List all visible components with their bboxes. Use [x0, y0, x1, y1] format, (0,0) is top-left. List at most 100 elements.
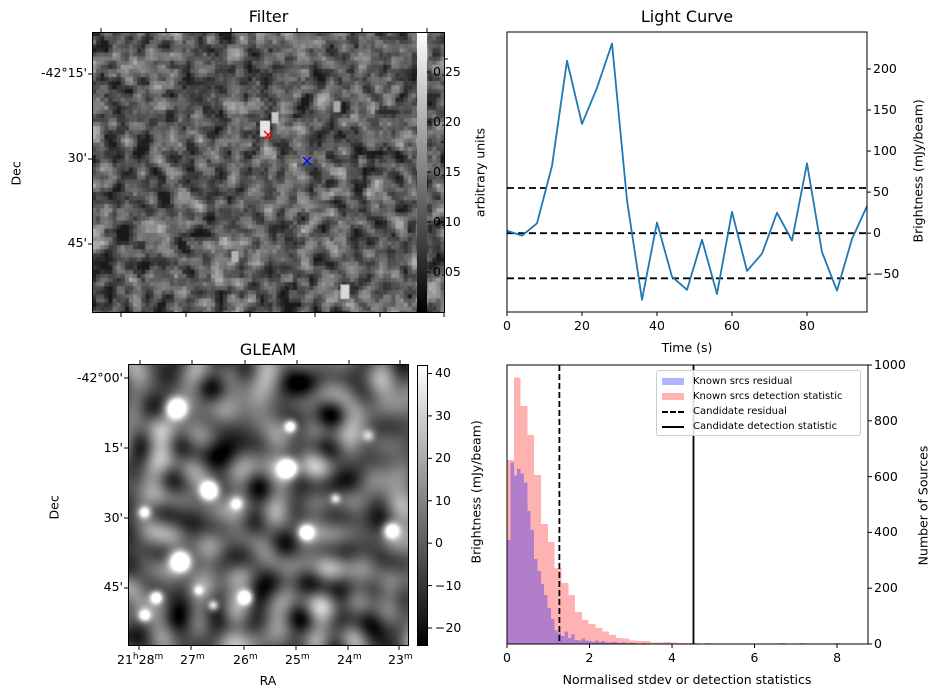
gleam-xtick-part: 25 — [285, 652, 301, 667]
legend-dashed-line — [662, 410, 684, 413]
residual-histogram-bar — [540, 584, 545, 644]
histogram-ytick-label: 0 — [874, 636, 882, 651]
filter-image-overlap — [427, 32, 445, 312]
residual-histogram-bar — [598, 642, 602, 644]
reference-marker-icon — [302, 156, 312, 166]
detection-histogram-bar — [649, 642, 657, 644]
gleam-colorbar-ticklabel: 0 — [435, 535, 443, 551]
detection-histogram-bar — [568, 594, 576, 644]
residual-histogram-bar — [530, 529, 535, 644]
gleam-image — [128, 365, 408, 645]
histogram-xtick-label: 8 — [833, 650, 842, 665]
detection-histogram-bar — [670, 642, 678, 644]
histogram-xlabel: Normalised stdev or detection statistics — [562, 672, 812, 687]
residual-histogram-bar — [517, 468, 521, 644]
gleam-xtick-part: 27 — [180, 652, 196, 667]
filter-colorbar-ticklabel: 0.05 — [433, 264, 461, 279]
gleam-xtick-part: m — [352, 652, 362, 662]
lightcurve-xtick-label: 20 — [574, 318, 590, 333]
gleam-xtick-label: 25m — [285, 652, 310, 667]
filter-title: Filter — [248, 7, 289, 26]
histogram-ytick-label: 1000 — [874, 357, 906, 372]
detection-histogram-bar — [622, 638, 630, 644]
gleam-colorbar-ticklabel: −20 — [435, 620, 462, 636]
detection-histogram-bar — [643, 641, 650, 644]
residual-histogram-bar — [550, 618, 555, 644]
residual-histogram-bar — [574, 640, 579, 644]
lightcurve-xtick-label: 40 — [649, 318, 665, 333]
lightcurve-ytick-label: 100 — [873, 143, 897, 159]
legend-label: Candidate residual — [693, 406, 787, 417]
residual-histogram-bar — [507, 539, 511, 644]
detection-histogram-bar — [581, 620, 589, 644]
lightcurve-ytick-label: 50 — [873, 184, 889, 200]
lightcurve-title: Light Curve — [640, 7, 734, 26]
histogram-ytick-label: 600 — [874, 468, 898, 484]
residual-histogram-bar — [527, 510, 531, 644]
histogram-ylabel: Number of Sources — [915, 445, 931, 566]
residual-histogram-bar — [605, 642, 609, 644]
gleam-xtick-part: 26 — [233, 652, 249, 667]
histogram-ytick-label: 400 — [874, 524, 898, 540]
histogram-ytick-label: 200 — [874, 580, 898, 596]
detection-histogram-bar — [636, 641, 644, 644]
gleam-title: GLEAM — [239, 340, 297, 359]
legend-item-candidate-residual: Candidate residual — [662, 404, 854, 419]
detection-histogram-bar — [677, 642, 684, 644]
lightcurve-frame — [506, 31, 868, 313]
detection-histogram-bar — [683, 642, 691, 644]
lightcurve-xtick-label: 60 — [724, 318, 740, 333]
residual-histogram-bar — [567, 637, 572, 644]
residual-histogram-bar — [547, 608, 551, 644]
filter-colorbar-ticklabel: 0.25 — [433, 64, 461, 79]
residual-histogram-bar — [554, 630, 558, 644]
gleam-xtick-part: m — [154, 652, 164, 662]
gleam-xtick-part: h — [132, 652, 139, 662]
legend-label: Candidate detection statistic — [693, 421, 838, 432]
residual-histogram-bar — [561, 636, 565, 644]
residual-histogram-bar — [611, 641, 616, 644]
detection-histogram-bar — [513, 377, 521, 644]
legend-solid-line — [662, 425, 684, 428]
histogram-frame — [506, 364, 869, 645]
residual-histogram-bar — [601, 641, 606, 644]
histogram-xtick-label: 2 — [585, 650, 594, 665]
detection-histogram-bar — [629, 640, 637, 644]
lightcurve-ytick-label: 150 — [873, 102, 897, 117]
histogram-ytick-label: 800 — [874, 412, 898, 428]
gleam-xtick-label: 21h28m — [117, 652, 163, 667]
residual-histogram-bar — [513, 475, 518, 644]
detection-histogram-bar — [541, 524, 548, 644]
lightcurve-ytick-label: −50 — [873, 266, 900, 282]
residual-histogram-bar — [534, 558, 538, 644]
gleam-xtick-part: m — [195, 652, 205, 662]
residual-histogram-bar — [618, 642, 623, 644]
residual-histogram-bar — [584, 640, 589, 644]
gleam-xtick-part: 24 — [337, 652, 353, 667]
residual-histogram-bar — [510, 462, 514, 644]
gleam-ytick-4: 45' — [103, 579, 123, 594]
residual-histogram-bar — [571, 634, 575, 644]
legend-label: Known srcs detection statistic — [693, 391, 843, 402]
candidate-marker-icon — [263, 130, 273, 140]
gleam-xtick-part: m — [403, 652, 413, 662]
filter-colorbar — [417, 32, 427, 312]
residual-histogram-bar — [608, 642, 612, 644]
filter-image — [92, 32, 417, 312]
gleam-colorbar-ticklabel: 10 — [435, 492, 451, 508]
detection-histogram-bar — [704, 642, 712, 644]
gleam-colorbar — [417, 365, 427, 645]
detection-histogram-bar — [656, 642, 664, 644]
residual-histogram-bar — [615, 642, 619, 644]
legend-item-detection-hist: Known srcs detection statistic — [662, 389, 854, 404]
gleam-xtick-label: 26m — [233, 652, 258, 667]
lightcurve-ytick-label: 0 — [873, 225, 881, 241]
filter-ytick-2: 30' — [67, 150, 87, 165]
gleam-colorbar-ticklabel: 30 — [435, 407, 451, 423]
residual-histogram-bar — [588, 641, 592, 644]
detection-histogram-bar — [615, 637, 623, 644]
legend-label: Known srcs residual — [693, 376, 793, 387]
detection-histogram-bar — [595, 628, 603, 644]
